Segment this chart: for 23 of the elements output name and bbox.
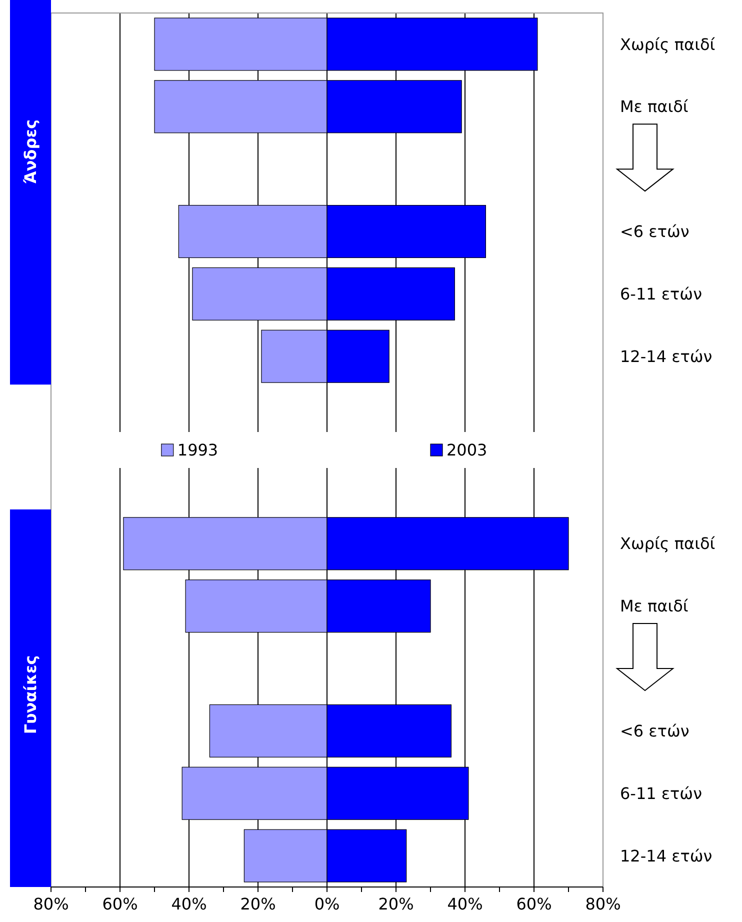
x-tick-label: 80%	[33, 894, 69, 914]
x-tick-label: 40%	[447, 894, 483, 914]
x-tick-label: 40%	[171, 894, 207, 914]
y-tick-label: <6 ετών	[620, 222, 690, 242]
y-tick-label: Χωρίς παιδί	[620, 34, 716, 54]
text: Άνδρες	[21, 119, 40, 184]
y-tick-label: 12-14 ετών	[620, 346, 712, 366]
y-tick-label: 6-11 ετών	[620, 284, 702, 304]
legend-label: 1993	[177, 440, 218, 460]
text: Γυναίκες	[21, 655, 40, 734]
y-tick-label: <6 ετών	[620, 722, 690, 741]
x-tick-label: 20%	[240, 894, 276, 914]
legend-label: 2003	[446, 440, 488, 460]
y-tick-label: 6-11 ετών	[620, 784, 702, 803]
y-tick-label: 12-14 ετών	[620, 846, 712, 866]
x-tick-label: 80%	[585, 894, 621, 914]
x-tick-label: 20%	[378, 894, 414, 914]
y-tick-label: Με παιδί	[620, 596, 689, 616]
x-tick-label: 60%	[516, 894, 552, 914]
x-tick-label: 60%	[102, 894, 138, 914]
x-tick-label: 0%	[314, 894, 340, 914]
y-tick-label: Με παιδί	[620, 97, 689, 116]
y-tick-label: Χωρίς παιδί	[620, 534, 716, 554]
